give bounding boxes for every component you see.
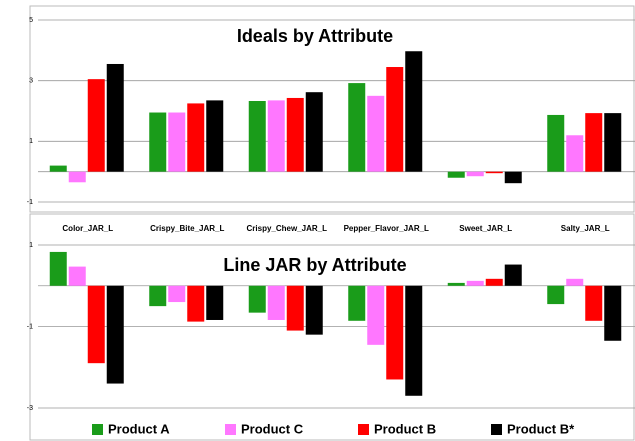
bar bbox=[566, 135, 584, 172]
legend-swatch bbox=[358, 424, 369, 435]
bar bbox=[405, 285, 423, 396]
bar bbox=[49, 251, 67, 286]
bar bbox=[566, 278, 584, 286]
bar bbox=[106, 285, 124, 384]
legend-label: Product A bbox=[108, 421, 170, 436]
x-tick-label: Salty_JAR_L bbox=[561, 224, 610, 233]
bar bbox=[348, 285, 366, 321]
bar bbox=[267, 285, 285, 320]
bar bbox=[286, 97, 304, 172]
bar bbox=[305, 285, 323, 335]
legend-swatch bbox=[225, 424, 236, 435]
bar bbox=[168, 285, 186, 303]
bar bbox=[168, 112, 186, 172]
bar bbox=[585, 113, 603, 172]
bar bbox=[348, 83, 366, 172]
bar bbox=[187, 103, 205, 172]
bar bbox=[447, 282, 465, 286]
bar bbox=[485, 171, 503, 174]
bar bbox=[248, 285, 266, 313]
x-tick-label: Pepper_Flavor_JAR_L bbox=[344, 224, 429, 233]
bar bbox=[447, 171, 465, 178]
y-tick-label: -1 bbox=[27, 199, 33, 206]
x-tick-label: Crispy_Bite_JAR_L bbox=[150, 224, 224, 233]
y-tick-label: -1 bbox=[27, 323, 33, 330]
bar bbox=[106, 63, 124, 172]
bar bbox=[466, 280, 484, 286]
bar bbox=[49, 165, 67, 172]
bar bbox=[305, 92, 323, 172]
x-tick-label: Sweet_JAR_L bbox=[459, 224, 512, 233]
bar bbox=[485, 278, 503, 286]
chart-title: Ideals by Attribute bbox=[237, 26, 393, 46]
y-tick-label: 1 bbox=[29, 242, 33, 249]
bar bbox=[504, 264, 522, 286]
bar bbox=[87, 79, 105, 172]
x-tick-label: Crispy_Chew_JAR_L bbox=[247, 224, 328, 233]
chart-title: Line JAR by Attribute bbox=[223, 255, 406, 275]
legend-swatch bbox=[491, 424, 502, 435]
bar bbox=[367, 95, 385, 172]
bar bbox=[405, 51, 423, 172]
legend-label: Product B bbox=[374, 421, 436, 436]
bar bbox=[206, 100, 224, 172]
bar bbox=[604, 113, 622, 172]
legend-label: Product B* bbox=[507, 421, 575, 436]
bar bbox=[386, 67, 404, 172]
top-frame bbox=[29, 5, 635, 213]
bar bbox=[267, 100, 285, 172]
y-tick-label: 5 bbox=[29, 17, 33, 24]
bar bbox=[187, 285, 205, 322]
bar bbox=[149, 285, 167, 307]
bar bbox=[585, 285, 603, 321]
legend-label: Product C bbox=[241, 421, 304, 436]
bar bbox=[547, 285, 565, 305]
legend-swatch bbox=[92, 424, 103, 435]
bar bbox=[604, 285, 622, 341]
y-tick-label: 3 bbox=[29, 78, 33, 85]
bar bbox=[149, 112, 167, 172]
bottom-frame bbox=[29, 213, 635, 441]
bar bbox=[87, 285, 105, 364]
bar bbox=[504, 171, 522, 184]
x-tick-label: Color_JAR_L bbox=[62, 224, 113, 233]
bar bbox=[206, 285, 224, 320]
y-tick-label: 1 bbox=[29, 138, 33, 145]
bar bbox=[248, 100, 266, 172]
bar bbox=[466, 171, 484, 177]
bar bbox=[386, 285, 404, 380]
bar bbox=[547, 114, 565, 172]
y-tick-label: -3 bbox=[27, 405, 33, 412]
bar bbox=[68, 266, 86, 286]
bar bbox=[286, 285, 304, 331]
bar bbox=[68, 171, 86, 183]
bar bbox=[367, 285, 385, 345]
